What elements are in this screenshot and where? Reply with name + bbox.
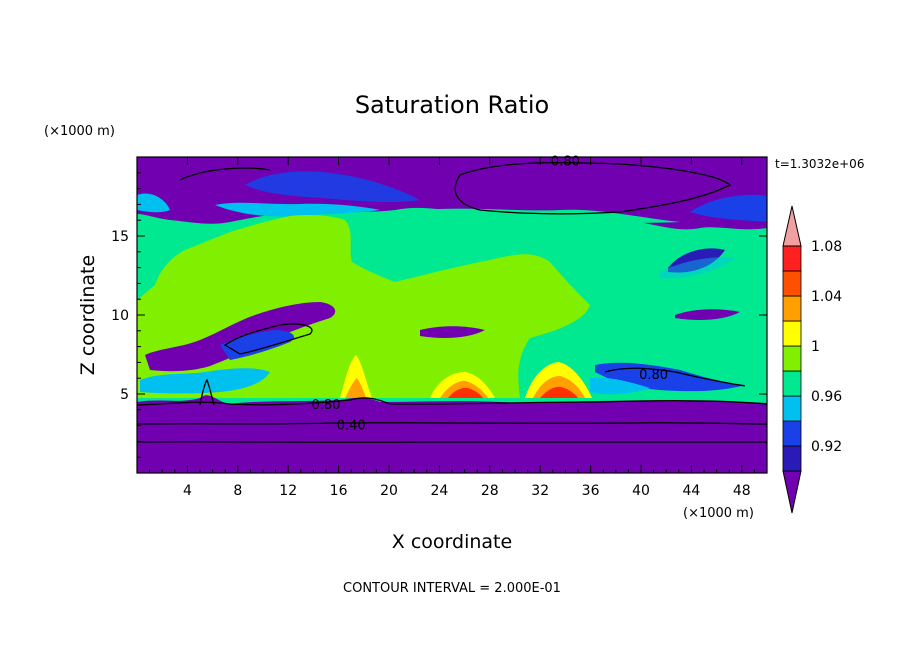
contour-upper-2 (179, 167, 271, 181)
colorbar-swatch (782, 370, 802, 397)
contour-label: 0.80 (639, 368, 668, 383)
contour-mid-left (223, 323, 313, 355)
contour-label: 0.80 (312, 398, 341, 413)
upper-teal-ribbon (420, 208, 680, 223)
right-blue-eye (668, 248, 725, 273)
y-ticks: 5 10 15 (111, 172, 767, 458)
x-tick-label: 40 (632, 483, 650, 499)
right-mid-cyan (590, 377, 650, 395)
chart-title: Saturation Ratio (355, 91, 549, 119)
contour-upper-1 (454, 161, 732, 215)
burst-yellow-18 (340, 355, 372, 398)
right-dry-lens (675, 309, 740, 320)
y-unit-label: (×1000 m) (44, 124, 115, 139)
x-unit-label: (×1000 m) (683, 506, 754, 521)
x-axis-label: X coordinate (392, 531, 512, 553)
upper-cyan-band (215, 202, 380, 217)
colorbar-swatch (782, 270, 802, 297)
colorbar-swatch (782, 420, 802, 447)
x-tick-label: 20 (380, 483, 398, 499)
contour-left-spike (199, 378, 215, 406)
burst-red-32 (540, 386, 578, 398)
contour-right-080 (604, 367, 746, 387)
plot-field (137, 157, 767, 473)
colorbar-swatch (782, 320, 802, 347)
colorbar: 0.92 0.96 1 1.04 1.08 (782, 205, 842, 514)
x-tick-label: 12 (279, 483, 297, 499)
contour-lower-040 (137, 422, 767, 425)
burst-red-24 (448, 387, 483, 398)
colorbar-label: 1.04 (811, 289, 842, 305)
x-tick-label: 36 (582, 483, 600, 499)
contour-lower-base (137, 441, 767, 443)
mid-dry-filament-center (420, 326, 485, 338)
upper-left-blue (137, 193, 170, 213)
x-tick-label: 16 (330, 483, 348, 499)
colorbar-swatch (782, 245, 802, 272)
colorbar-arrow-low (782, 470, 802, 514)
y-tick-label: 5 (120, 387, 129, 403)
footer-contour-interval: CONTOUR INTERVAL = 2.000E-01 (343, 581, 561, 596)
colorbar-arrow-high (782, 205, 802, 247)
colorbar-label: 0.92 (811, 439, 842, 455)
upper-right-blue (690, 194, 767, 222)
contour-labels: 0.80 0.80 0.40 0.80 (312, 155, 669, 434)
x-tick-label: 44 (682, 483, 700, 499)
colorbar-swatch (782, 345, 802, 372)
colorbar-label: 0.96 (811, 389, 842, 405)
time-label: t=1.3032e+06 (775, 157, 864, 171)
contour-label: 0.40 (337, 419, 366, 434)
mid-cyan-streaks (140, 368, 270, 394)
x-tick-label: 4 (183, 483, 192, 499)
y-tick-label: 15 (111, 229, 129, 245)
right-blue-eye-rim (660, 257, 735, 279)
colorbar-label: 1.08 (811, 239, 842, 255)
lower-dry-layer (137, 395, 767, 473)
contour-lines (137, 161, 767, 443)
colorbar-swatch (782, 445, 802, 472)
contour-lower-080 (137, 397, 767, 406)
upper-blue-band (245, 171, 420, 203)
colorbar-swatch (782, 295, 802, 322)
x-ticks: 4 8 12 16 20 24 28 32 36 40 44 48 (149, 157, 755, 499)
x-tick-label: 28 (481, 483, 499, 499)
colorbar-label: 1 (811, 339, 820, 355)
x-tick-label: 8 (233, 483, 242, 499)
y-axis-label: Z coordinate (77, 255, 99, 375)
x-tick-label: 48 (733, 483, 751, 499)
y-tick-label: 10 (111, 308, 129, 324)
burst-orange-18 (345, 378, 366, 398)
colorbar-swatch (782, 395, 802, 422)
x-tick-label: 24 (430, 483, 448, 499)
contour-label: 0.80 (551, 155, 580, 170)
x-tick-label: 32 (531, 483, 549, 499)
